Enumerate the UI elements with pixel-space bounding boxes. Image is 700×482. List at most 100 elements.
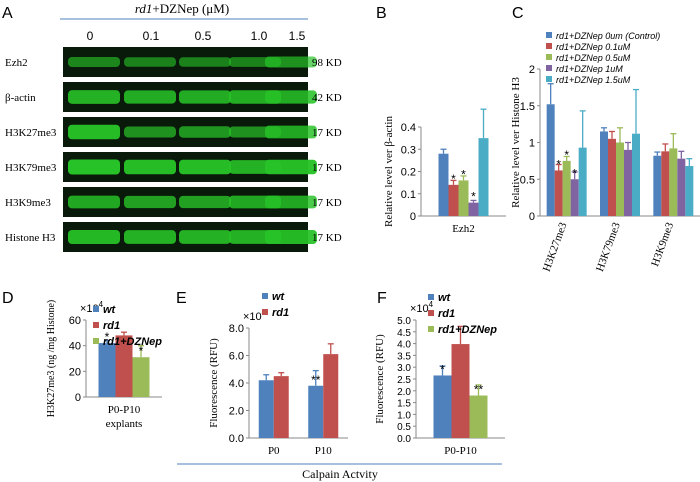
y-tick-label: 1.5: [520, 101, 535, 113]
panel-letter-b: B: [376, 5, 387, 22]
y-tick-label: 0.4: [401, 122, 416, 134]
blot-size-label: 17 KD: [312, 127, 342, 139]
panel-letter-e: E: [176, 290, 187, 307]
y-tick-label: 0: [410, 211, 416, 223]
y-tick-label: 2.0: [397, 387, 411, 398]
y-axis-label: H3K27me3 (ng /mg Histone): [46, 300, 57, 418]
category-label: P0-P10: [444, 445, 477, 457]
y-tick-label: 5.0: [397, 316, 411, 327]
significance-mark: *: [461, 167, 466, 181]
blot-header: rd1+DZNep (μM): [135, 1, 229, 16]
bar: [608, 138, 616, 216]
bar: [600, 131, 608, 216]
blot-row-label: Histone H3: [5, 232, 56, 244]
concentration-labels: 0 0.1 0.5 1.0 1.5: [87, 29, 306, 43]
bar: [115, 335, 133, 397]
significance-mark: *: [572, 166, 577, 180]
legend-swatch: [546, 54, 552, 60]
y-tick-label: 4.0: [229, 378, 244, 390]
bar: [661, 151, 670, 216]
chart-b: 0 0.1 0.2 0.3 0.4 Relative level ver β-actin *…: [383, 108, 506, 235]
y-tick-label: 60: [69, 315, 81, 327]
concentration-label: 0.5: [195, 29, 212, 43]
blot-band: [68, 195, 120, 209]
blot-band: [179, 230, 231, 244]
blot-band: [68, 229, 120, 245]
blot-band: [179, 126, 231, 138]
y-axis-label: Fluorescence (RFU): [374, 334, 386, 424]
significance-mark: *: [451, 172, 456, 186]
significance-mark: *: [105, 330, 110, 344]
legend-label: rd1+DZNep 0.5uM: [556, 53, 631, 63]
concentration-label: 0: [87, 29, 94, 43]
legend-swatch: [262, 293, 268, 299]
legend-swatch: [546, 43, 552, 49]
panel-letter-d: D: [2, 290, 14, 307]
bar: [616, 142, 624, 216]
category-label: H3K9me3: [649, 220, 676, 268]
legend-label: rd1+DZNep: [103, 336, 162, 348]
blot-header-em: rd1: [135, 1, 153, 16]
significance-mark: **: [474, 383, 484, 397]
blot-band: [124, 195, 176, 209]
bar: [98, 343, 116, 397]
y-tick-label: 1.5: [397, 399, 411, 410]
western-blot: Ezh2 98 KD β-actin 42 KD H3K27me3 17 KD H3K79m…: [5, 47, 342, 252]
panel-letter-f: F: [377, 290, 387, 307]
blot-band: [124, 159, 176, 175]
blot-band: [265, 125, 317, 139]
y-tick-label: 1.0: [397, 410, 411, 421]
concentration-label: 0.1: [143, 29, 160, 43]
y-multiplier: ×104: [80, 300, 104, 315]
category-label: P10: [315, 445, 333, 457]
bar: [562, 160, 571, 216]
blot-row-label: H3K79me3: [5, 162, 57, 174]
significance-mark: *: [564, 148, 569, 162]
concentration-label: 1.0: [251, 29, 268, 43]
y-tick-label: 0.5: [397, 422, 411, 433]
y-tick-label: 0.0: [229, 433, 244, 445]
blot-band: [68, 90, 120, 104]
legend-swatch: [93, 338, 99, 344]
legend-label: rd1+DZNep 1uM: [556, 64, 623, 74]
legend-label: rd1+DZNep 0.1uM: [556, 42, 631, 52]
y-tick-label: 4.0: [397, 340, 411, 351]
y-tick-label: 20: [69, 366, 81, 378]
legend-swatch: [546, 76, 552, 82]
bar: [273, 376, 289, 438]
blot-band: [68, 56, 120, 68]
blot-band: [124, 230, 176, 244]
blot-band: [265, 195, 317, 209]
significance-mark: **: [311, 373, 321, 387]
legend-label: rd1+DZNep 0um (Control): [556, 31, 660, 41]
y-axis-label: Relative level ver Histone H3: [510, 77, 522, 208]
bar: [578, 147, 587, 216]
legend-label: wt: [103, 304, 117, 316]
blot-size-label: 98 KD: [312, 57, 342, 69]
blot-band: [265, 90, 317, 104]
blot-band: [179, 57, 231, 67]
bar: [685, 166, 694, 216]
bar: [308, 385, 324, 438]
blot-band: [68, 124, 120, 140]
legend-label: rd1: [272, 307, 289, 319]
legend-swatch: [546, 32, 552, 38]
blot-row-label: H3K9me3: [5, 197, 51, 209]
legend-swatch: [93, 306, 99, 312]
bar: [468, 202, 479, 216]
legend-swatch: [428, 310, 434, 316]
legend-label: rd1: [438, 308, 455, 320]
bar: [448, 184, 459, 216]
bar: [258, 380, 274, 438]
bar: [132, 357, 150, 397]
category-label: P0-P10: [108, 404, 141, 416]
significance-mark: *: [139, 344, 144, 358]
significance-mark: *: [440, 362, 445, 376]
bar: [458, 180, 469, 216]
y-multiplier: ×104: [410, 300, 434, 315]
y-tick-label: 6.0: [229, 351, 244, 363]
blot-row-label: β-actin: [5, 92, 36, 104]
bar: [624, 149, 632, 216]
